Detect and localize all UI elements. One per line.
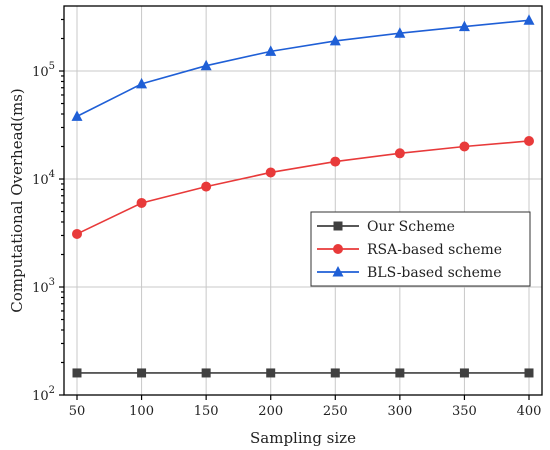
- legend-item: RSA-based scheme: [317, 242, 502, 258]
- legend: Our Scheme RSA-based scheme BLS-based sche…: [310, 211, 531, 287]
- data-point: [137, 368, 147, 378]
- legend-item: BLS-based scheme: [317, 265, 502, 281]
- y-tick-label: 103: [32, 277, 55, 296]
- plot-frame: [63, 5, 543, 396]
- data-point: [265, 45, 277, 56]
- series-2: [72, 135, 534, 239]
- x-tick-label: 50: [69, 404, 86, 419]
- x-tick-label: 100: [129, 404, 154, 419]
- x-tick-label: 300: [387, 404, 412, 419]
- data-point: [265, 167, 276, 178]
- data-point: [266, 368, 276, 378]
- x-tick-label: 200: [258, 404, 283, 419]
- data-point: [395, 368, 405, 378]
- series-layer: [71, 14, 535, 378]
- data-point: [459, 368, 469, 378]
- y-tick-label: 102: [32, 385, 55, 404]
- data-point: [136, 77, 148, 89]
- y-axis-label: Computational Overhead(ms): [8, 88, 26, 313]
- data-point: [330, 156, 341, 167]
- data-point: [394, 27, 406, 38]
- data-point: [200, 59, 212, 71]
- data-point: [330, 368, 340, 378]
- x-tick-label: 400: [517, 404, 542, 419]
- series-3: [71, 14, 535, 121]
- data-point: [72, 368, 82, 378]
- series-line: [76, 19, 530, 118]
- data-point: [458, 20, 470, 32]
- data-point: [329, 34, 341, 46]
- legend-label: Our Scheme: [367, 219, 455, 235]
- data-point: [71, 110, 83, 121]
- y-tick-label: 104: [32, 169, 55, 188]
- data-point: [136, 197, 147, 208]
- legend-marker: [332, 266, 344, 277]
- data-point: [524, 135, 534, 146]
- legend-label: BLS-based scheme: [367, 265, 502, 281]
- x-tick-label: 150: [194, 404, 219, 419]
- data-point: [394, 148, 405, 159]
- data-point: [201, 181, 212, 192]
- grid: [64, 6, 542, 395]
- data-point: [72, 228, 82, 239]
- x-axis-label: Sampling size: [250, 429, 356, 447]
- axes: 50 100 150 200 250 300 350 400 102 103 104 105: [32, 5, 543, 419]
- data-point: [524, 368, 534, 378]
- data-point: [459, 141, 470, 152]
- x-tick-label: 350: [452, 404, 477, 419]
- legend-label: RSA-based scheme: [367, 242, 502, 258]
- data-point: [201, 368, 211, 378]
- legend-marker: [333, 244, 343, 254]
- y-tick-label: 105: [32, 61, 55, 80]
- legend-item: Our Scheme: [317, 219, 455, 235]
- legend-marker: [333, 221, 343, 231]
- series-1: [72, 368, 534, 378]
- series-line: [76, 140, 530, 235]
- data-point: [523, 14, 535, 25]
- x-tick-label: 250: [323, 404, 348, 419]
